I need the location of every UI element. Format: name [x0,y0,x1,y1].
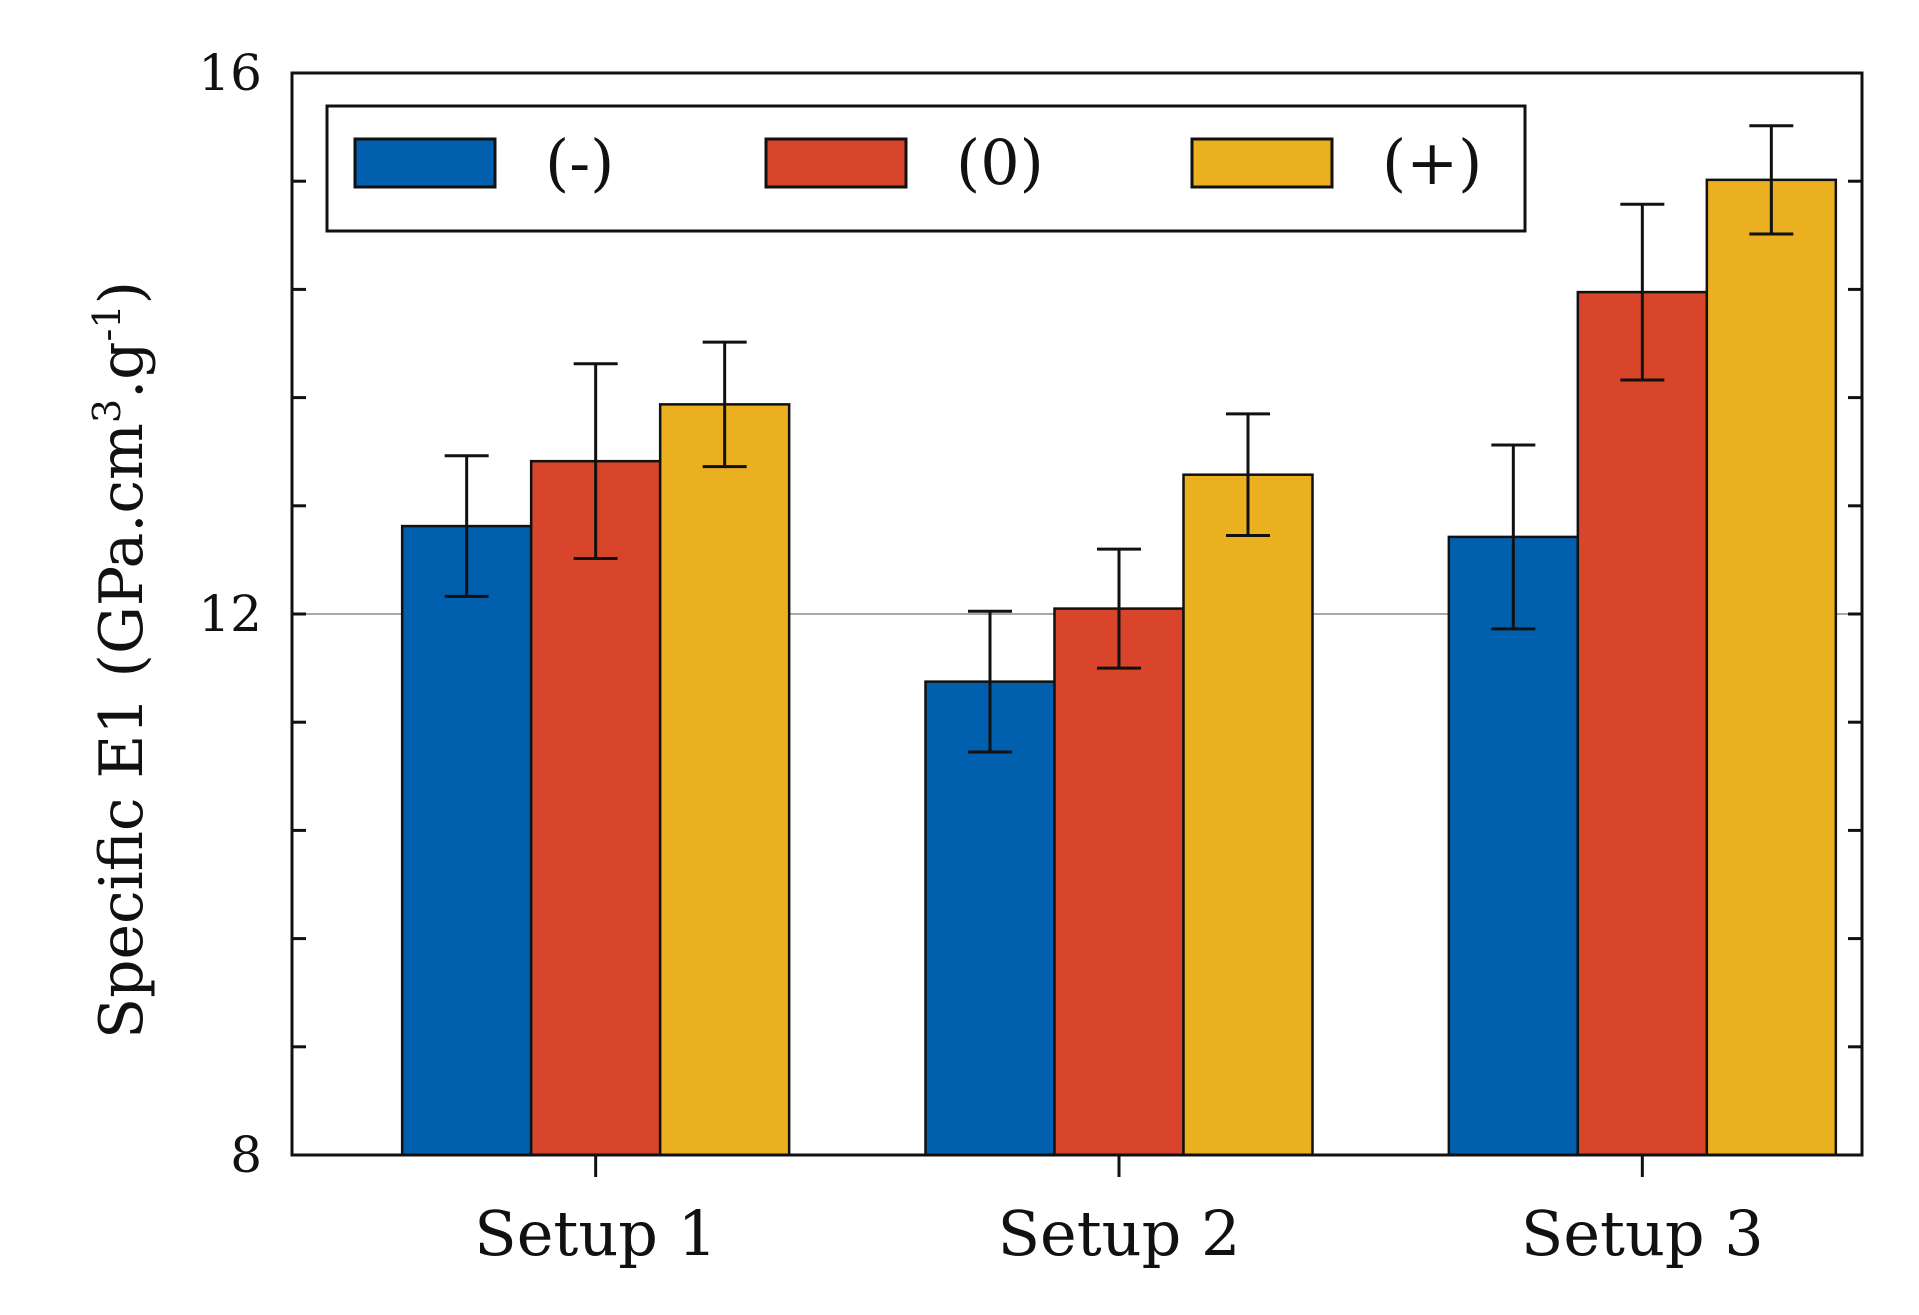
y-axis-title-main: Specific E1 (GPa.cm [87,423,157,1039]
y-axis-title-end: ) [87,281,157,304]
bar [400,524,533,1157]
y-tick-label: 12 [198,585,262,643]
y-axis-title-sup1: 3 [85,399,129,423]
legend-box [325,104,1527,233]
bar [1576,290,1709,1157]
error-bars-layer [444,124,1794,754]
bars-layer [400,178,1838,1157]
y-axis-title-sup2: -1 [85,304,129,341]
bar [1053,607,1185,1157]
bar [529,459,662,1157]
bar [1705,178,1838,1157]
ticks-layer [292,71,1862,1177]
legend-label: (+) [1382,126,1482,199]
legend-swatch [1190,137,1334,189]
y-tick-label: 8 [230,1126,262,1184]
legend-label: (0) [956,126,1044,199]
x-tick-label: Setup 1 [474,1197,717,1270]
labels-layer: 8 12 16 Setup 1 Setup 2 Setup 3 [198,44,1763,1270]
x-tick-label: Setup 2 [998,1197,1241,1270]
legend-swatch [764,137,908,189]
legend-swatch [353,137,497,189]
bar [658,403,791,1157]
y-axis-title: Specific E1 (GPa.cm3.g-1) [85,281,157,1039]
legend-label: (-) [545,126,614,199]
bar [1182,473,1314,1157]
y-axis-title-mid: .g [87,341,157,398]
y-tick-label: 16 [198,44,262,102]
legend: (-) (0) (+) [325,104,1527,233]
x-tick-label: Setup 3 [1521,1197,1764,1270]
